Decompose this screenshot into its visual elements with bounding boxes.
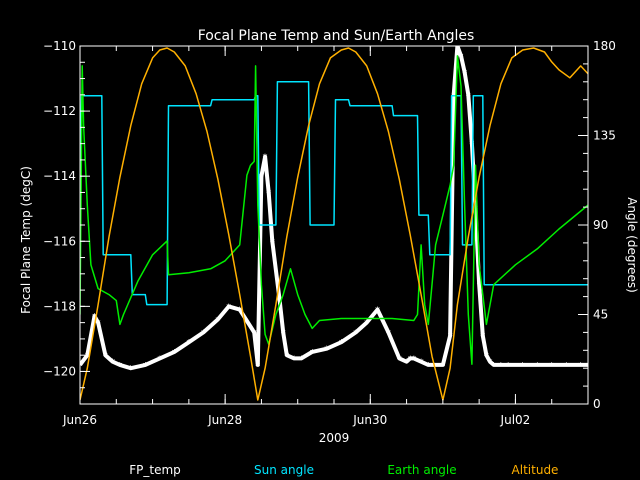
x-tick-label: Jun28 [207,413,242,427]
series-fp-temp-band [80,46,588,371]
series-fp-temp-point: * [404,358,409,369]
series-fp-temp-point: * [299,354,304,365]
series-earth-angle [80,55,588,365]
series-fp-temp-point: * [85,351,90,362]
legend-altitude: Altitude [512,463,559,477]
series-fp-temp-point: * [96,319,101,330]
series-fp-temp-point: * [186,338,191,349]
series-layer: ****** * * ******* ********** * ** ******* *** * *… [78,42,591,401]
y-left-tick-label: −120 [43,364,76,378]
series-fp-temp-point: * [281,328,286,339]
y-axis-label-right: Angle (degrees) [625,197,639,293]
series-fp-temp-point: * [466,91,471,102]
series-fp-temp-point: * [491,361,496,372]
y-left-tick-label: −114 [43,169,76,183]
series-fp-temp-point: * [237,306,242,317]
series-fp-temp-point: * [455,42,460,53]
series-fp-temp-point: * [462,68,467,79]
series-fp-temp-point: * [397,354,402,365]
y-right-tick-label: 45 [593,308,608,322]
series-fp-temp-point: * [92,312,97,323]
y-left-tick-label: −118 [43,299,76,313]
axes-layer: Jun26 Jun28 Jun30 Jul02 −110 −112 −114 −116 −118… [43,39,616,427]
y-right-tick-label: 180 [593,39,616,53]
series-fp-temp-point: * [426,361,431,372]
x-axis-label: 2009 [319,431,350,445]
series-fp-temp-point: * [270,237,275,248]
series-fp-temp-point: * [440,361,445,372]
y-left-tick-label: −116 [43,234,76,248]
series-fp-temp-point: * [535,361,540,372]
y-right-tick-label: 0 [593,397,601,411]
series-fp-temp-point: * [473,205,478,216]
y-left-tick-label: −112 [43,104,76,118]
series-fp-temp-point: * [339,338,344,349]
x-tick-label: Jul02 [500,413,531,427]
series-fp-temp-point: * [506,361,511,372]
series-fp-temp-point: * [310,348,315,359]
series-fp-temp-point: * [78,361,83,372]
series-fp-temp-point: * [520,361,525,372]
series-fp-temp-point: * [226,302,231,313]
series-fp-temp-point: * [292,354,297,365]
series-fp-temp-point: * [266,188,271,199]
series-fp-temp-point: * [488,358,493,369]
series-fp-temp-point: * [469,140,474,151]
series-fp-temp-point: * [549,361,554,372]
series-fp-temp-point: * [564,361,569,372]
series-fp-temp-point: * [259,172,264,183]
y-left-tick-label: −110 [43,39,76,53]
legend-fp-temp: FP_temp [129,463,181,477]
series-fp-temp-point: * [411,354,416,365]
series-fp-temp-point: * [419,358,424,369]
x-tick-label: Jun30 [352,413,387,427]
series-fp-temp-point: * [375,306,380,317]
series-sun-angle [80,81,588,306]
series-fp-temp-point: * [408,354,413,365]
series-fp-temp-point: * [172,348,177,359]
series-fp-temp-point: * [484,351,489,362]
series-fp-temp-point: * [586,361,591,372]
series-fp-temp-point: * [255,361,260,372]
series-fp-temp-point: * [498,361,503,372]
series-fp-temp-point: * [353,328,358,339]
series-fp-temp-point: * [103,351,108,362]
series-fp-temp-point: * [263,153,268,164]
series-fp-temp-point: * [110,358,115,369]
series-fp-temp-point: * [128,364,133,375]
series-fp-temp-point: * [324,345,329,356]
series-fp-temp-point: * [143,361,148,372]
series-fp-temp-point: * [277,296,282,307]
series-fp-temp-point: * [480,332,485,343]
series-fp-temp-point: * [364,319,369,330]
series-fp-temp-point: * [157,354,162,365]
series-fp-temp-point: * [252,328,257,339]
series-fp-temp-point: * [284,351,289,362]
series-fp-temp-point: * [477,280,482,291]
series-fp-temp-point: * [448,332,453,343]
legend: FP_temp Sun angle Earth angle Altitude [129,463,558,477]
series-fp-temp-point: * [117,361,122,372]
y-right-tick-label: 90 [593,218,608,232]
series-fp-temp-point: * [201,328,206,339]
series-fp-temp-point: * [459,52,464,63]
series-altitude [80,47,588,401]
legend-earth-angle: Earth angle [387,463,456,477]
legend-sun-angle: Sun angle [254,463,314,477]
x-tick-label: Jun26 [62,413,97,427]
y-axis-label-left: Focal Plane Temp (degC) [19,166,33,314]
series-fp-temp-point: * [386,328,391,339]
series-fp-temp-point: * [215,315,220,326]
y-right-tick-label: 135 [593,129,616,143]
series-fp-temp-point: * [578,361,583,372]
chart-title: Focal Plane Temp and Sun/Earth Angles [198,28,475,44]
